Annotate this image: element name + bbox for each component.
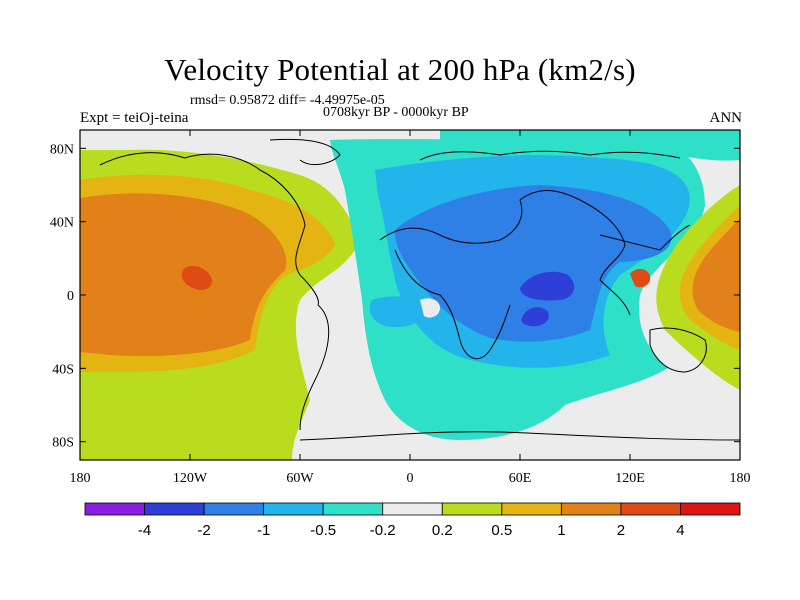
field-neg2-center-a — [520, 271, 575, 301]
y-axis-ticks: 80N 40N 0 40S 80S — [50, 142, 740, 451]
x-axis-ticks: 180 120W 60W 0 60E 120E 180 — [70, 130, 751, 486]
colorbar-label: 1 — [557, 522, 565, 539]
y-tick-label: 80N — [50, 142, 74, 157]
coastlines — [99, 138, 740, 441]
y-tick-label: 80S — [52, 436, 74, 451]
colorbar-swatch — [263, 502, 324, 516]
field-pos2-pac — [630, 268, 651, 288]
field-pos1-pac — [692, 218, 740, 332]
colorbar-label: 0.5 — [491, 522, 512, 539]
field-zero-atl — [420, 298, 440, 318]
season-label: ANN — [709, 110, 743, 126]
colorbar-swatch — [84, 502, 145, 516]
x-tick-label: 180 — [70, 471, 91, 486]
colorbar-label: -2 — [197, 522, 210, 539]
colorbar-swatch — [501, 502, 562, 516]
colorbar-swatch — [382, 502, 443, 516]
colorbar-label: 2 — [617, 522, 625, 539]
experiment-label: Expt = teiOj-teina — [80, 110, 189, 126]
colorbar-swatch — [144, 502, 205, 516]
x-tick-label: 120W — [173, 471, 208, 486]
colorbar: -4 -2 -1 -0.5 -0.2 0.2 0.5 1 2 4 — [84, 502, 741, 539]
field-neg02-north — [440, 130, 740, 161]
colorbar-swatch — [620, 502, 681, 516]
colorbar-label: -1 — [257, 522, 270, 539]
colorbar-swatch — [322, 502, 384, 516]
colorbar-label: -0.2 — [370, 522, 396, 539]
field-neg05-atl — [369, 296, 426, 328]
x-tick-label: 120E — [615, 471, 645, 486]
colorbar-swatch — [441, 502, 503, 516]
colorbar-label: -4 — [138, 522, 151, 539]
stats-label: rmsd= 0.95872 diff= -4.49975e-05 — [190, 93, 385, 108]
plot-title: Velocity Potential at 200 hPa (km2/s) — [164, 52, 636, 87]
x-tick-label: 180 — [730, 471, 751, 486]
colorbar-swatch — [203, 502, 265, 516]
field-neg1-east — [395, 185, 672, 342]
colorbar-label: 4 — [676, 522, 684, 539]
colorbar-swatch — [680, 502, 741, 516]
field-pos2-west — [181, 265, 213, 290]
x-tick-label: 60E — [509, 471, 532, 486]
field-neg2-center-b — [521, 307, 549, 327]
colorbar-swatch — [560, 502, 622, 516]
contour-field — [80, 130, 740, 460]
x-tick-label: 0 — [407, 471, 414, 486]
period-label: 0708kyr BP - 0000kyr BP — [323, 105, 469, 120]
colorbar-label: 0.2 — [432, 522, 453, 539]
y-tick-label: 40N — [50, 216, 74, 231]
y-tick-label: 40S — [52, 362, 74, 377]
x-tick-label: 60W — [286, 471, 314, 486]
colorbar-label: -0.5 — [310, 522, 336, 539]
y-tick-label: 0 — [67, 289, 74, 304]
